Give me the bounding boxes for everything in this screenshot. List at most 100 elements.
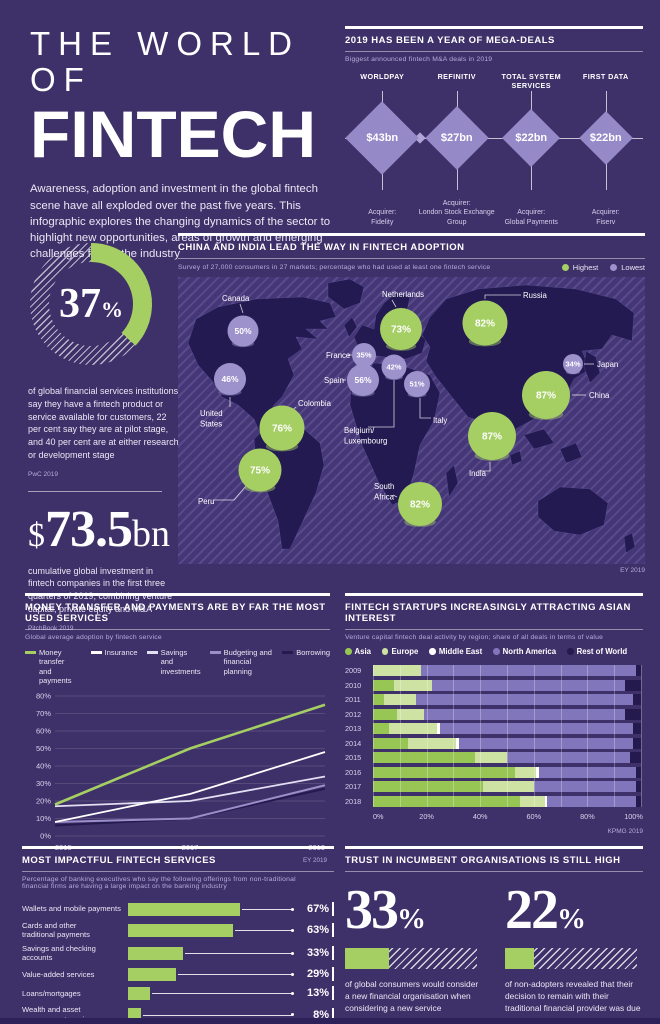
bar-segment-rest-of-world: [624, 708, 641, 720]
year-label: 2010: [345, 680, 362, 690]
impact-dot-icon: [291, 972, 294, 976]
bar-segment-europe: [407, 737, 457, 749]
map-leader-line: [419, 398, 431, 419]
stacked-bar: [373, 694, 641, 705]
map-bubble-value: 50%: [234, 326, 251, 336]
deal-company: FIRST DATA: [582, 72, 629, 81]
trust-header: TRUST IN INCUMBENT ORGANISATIONS IS STIL…: [345, 846, 643, 872]
impact-category-label: Wallets and mobile payments: [22, 904, 121, 914]
trust-stat: 22% of non-adopters revealed that their d…: [505, 882, 643, 1024]
percent-sign: %: [557, 903, 586, 935]
bar-segment-europe: [515, 766, 537, 778]
map-bubble-belgium-luxembourg: [381, 354, 407, 380]
map-bubble-peru: [238, 448, 282, 492]
trust-title: TRUST IN INCUMBENT ORGANISATIONS IS STIL…: [345, 849, 643, 872]
legend-label: Insurance: [104, 648, 138, 657]
impact-row: Wallets and mobile payments 67%: [22, 902, 334, 916]
map-leader-line: [239, 303, 244, 314]
trust-section: TRUST IN INCUMBENT ORGANISATIONS IS STIL…: [345, 846, 643, 1024]
map-bubble-netherlands: [380, 308, 422, 350]
map-bubble-south-africa: [398, 482, 442, 526]
bar-segment-rest-of-world: [635, 665, 641, 676]
divider: [28, 490, 162, 492]
impact-bar-track: [128, 967, 295, 981]
page-title-line2: FINTECH: [30, 96, 316, 171]
impact-connector-line: [235, 930, 292, 932]
y-tick-label: 60%: [36, 726, 51, 735]
bar-segment-asia: [373, 694, 384, 705]
stacked-bar: [373, 723, 641, 734]
map-country-label: Africa: [374, 493, 395, 502]
mega-deals-section: 2019 HAS BEEN A YEAR OF MEGA-DEALS Bigge…: [345, 26, 643, 230]
map-country-label: India: [469, 469, 487, 478]
trust-bar-fill: [505, 948, 535, 969]
bar-segment-europe: [383, 694, 416, 705]
year-label: 2013: [345, 724, 362, 733]
impact-value: 8%: [313, 1008, 329, 1021]
highest-dot-icon: [561, 264, 569, 271]
deal-column: FIRST DATA $22bn Acquirer: Fiserv: [569, 72, 644, 230]
legend-label: Borrowing: [296, 648, 330, 657]
bar-segment-europe: [394, 679, 432, 691]
stacked-bar-chart: 2009 2010 2011 2012 2013 2014 2015 2016 2017 2018…: [345, 665, 643, 821]
bar-segment-rest-of-world: [632, 694, 641, 705]
continent-new-zealand: [623, 532, 636, 554]
trust-stats: 33% of global consumers would consider a …: [345, 882, 643, 1024]
continent-asia: [421, 284, 635, 454]
impact-dot-icon: [291, 991, 294, 995]
stacked-bar-row: 2013: [345, 723, 643, 734]
impact-end-tick: [332, 923, 334, 938]
bar-segment-rest-of-world: [635, 766, 641, 778]
investment-value: 73.5: [45, 500, 133, 558]
map-legend: Highest Lowest: [561, 259, 645, 272]
adoption-source: PwC 2019: [28, 470, 58, 478]
map-bubble-spain: [347, 364, 379, 396]
x-axis: 0% 20% 40% 60% 80% 100%: [373, 810, 643, 821]
deal-acquirer: Acquirer: Fidelity: [339, 208, 426, 228]
impact-bar-track: [128, 902, 295, 916]
map-country-label: Italy: [433, 416, 447, 425]
stacked-bar: [373, 795, 641, 807]
stacked-bar: [373, 737, 641, 749]
year-label: 2011: [345, 695, 361, 704]
line-series-savings-and-investments: [54, 775, 326, 807]
legend-lowest: Lowest: [610, 263, 645, 272]
map-leader-line: [484, 294, 521, 299]
impact-connector-line: [241, 909, 292, 910]
map-bubble-value: 46%: [221, 374, 238, 384]
map-bubble-colombia: [259, 405, 305, 451]
trust-number: 33%: [345, 882, 483, 938]
deal-acquirer-label: Acquirer:: [591, 209, 620, 217]
trust-number-value: 22: [505, 879, 559, 941]
bar-segment-rest-of-world: [635, 781, 641, 792]
impact-end-tick: [332, 986, 334, 1001]
impact-end-tick: [332, 967, 334, 982]
year-label: 2015: [345, 753, 362, 762]
trust-number-value: 33: [345, 879, 399, 941]
impact-title: MOST IMPACTFUL FINTECH SERVICES: [22, 849, 334, 872]
map-country-label: United: [200, 409, 223, 418]
deal-value: $27bn: [437, 131, 476, 145]
continent-north-america: [187, 296, 337, 434]
world-map: 50% Canada 46% United States 76% Colombia 75% Pe…: [187, 278, 636, 554]
stacked-chart-subtitle: Venture capital fintech deal activity by…: [345, 634, 604, 641]
map-subtitle: Survey of 27,000 consumers in 27 markets…: [178, 264, 491, 271]
impact-bar: [128, 923, 234, 937]
impact-row: Value-added services 29%: [22, 967, 334, 982]
currency-sign: $: [28, 516, 45, 554]
continent-uk: [343, 316, 358, 338]
map-section: CHINA AND INDIA LEAD THE WAY IN FINTECH …: [178, 233, 645, 574]
map-bubble-japan: [563, 354, 583, 374]
map-bubble-value: 35%: [356, 351, 371, 360]
map-country-label: China: [589, 391, 610, 400]
trust-description: of global consumers would consider a new…: [345, 979, 479, 1014]
trust-bar-track: [345, 948, 477, 969]
map-bubble-value: 34%: [565, 360, 580, 369]
x-tick-label: 40%: [472, 812, 488, 821]
impact-connector-line: [143, 1014, 292, 1016]
continent-greenland: [327, 278, 365, 310]
bar-segment-rest-of-world: [624, 679, 641, 691]
map-leader-line: [392, 494, 398, 498]
impact-bar: [128, 967, 177, 981]
investment-description: cumulative global investment in fintech …: [28, 565, 173, 614]
